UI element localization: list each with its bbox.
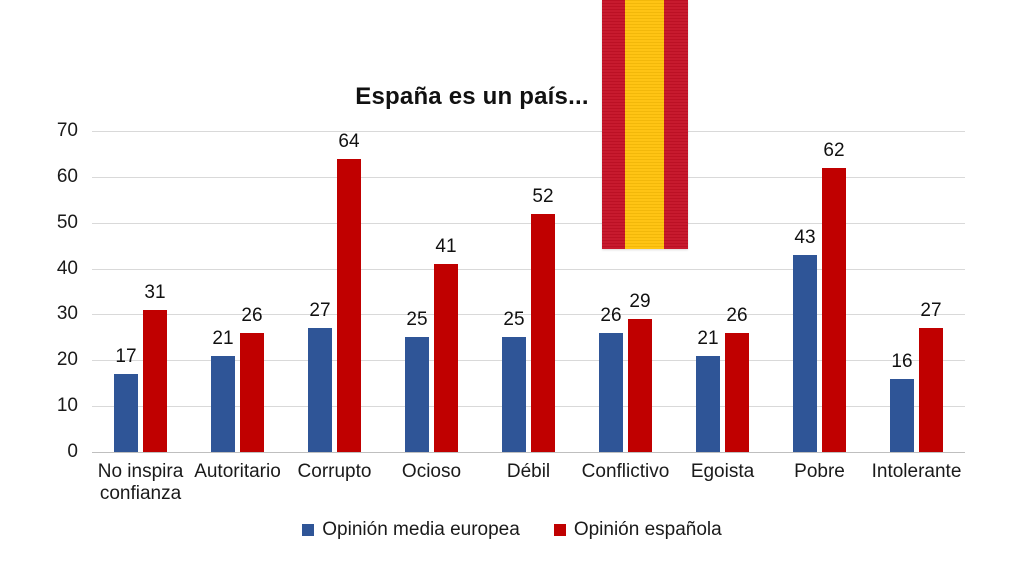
gridline — [92, 176, 965, 178]
bar-value-label: 41 — [435, 235, 457, 257]
bar — [919, 328, 943, 452]
y-axis-tick-label: 30 — [56, 303, 78, 325]
bar — [793, 254, 817, 452]
bar — [308, 328, 332, 452]
x-axis-label: No inspira confianza — [97, 461, 184, 504]
gridline — [92, 360, 965, 362]
flag-red-stripe-left — [602, 0, 626, 249]
x-axis-label: Corrupto — [297, 461, 372, 482]
x-axis-label: Autoritario — [194, 461, 281, 482]
bar — [240, 332, 264, 452]
bar — [143, 309, 167, 452]
legend-swatch-blue — [302, 524, 315, 536]
bar-value-label: 16 — [891, 350, 913, 372]
legend-swatch-red — [553, 524, 566, 536]
bar — [696, 355, 720, 452]
flag-red-stripe-right — [663, 0, 688, 249]
bar-value-label: 31 — [144, 281, 166, 303]
legend: Opinión media europea Opinión española — [0, 518, 1024, 542]
bar-value-label: 26 — [726, 304, 748, 326]
gridline — [92, 314, 965, 316]
gridline — [92, 222, 965, 224]
bar-value-label: 26 — [600, 304, 622, 326]
spain-flag-ribbon — [602, 0, 688, 249]
y-axis-tick-label: 50 — [56, 211, 78, 233]
bar — [211, 355, 235, 452]
y-axis-tick-label: 0 — [67, 441, 78, 462]
gridline — [92, 406, 965, 408]
gridline — [92, 268, 965, 270]
bar — [531, 213, 555, 452]
y-axis-tick-label: 20 — [56, 349, 78, 371]
bar-value-label: 21 — [212, 327, 234, 349]
bar-value-label: 26 — [241, 304, 263, 326]
gridline — [92, 131, 965, 132]
bar — [725, 332, 749, 452]
bar-value-label: 43 — [794, 226, 816, 248]
x-axis-label: Conflictivo — [581, 461, 670, 482]
bar-value-label: 52 — [532, 185, 554, 207]
bar — [890, 378, 914, 452]
x-axis-line — [92, 452, 965, 453]
bar — [434, 263, 458, 452]
bar-value-label: 27 — [309, 300, 331, 322]
y-axis-tick-label: 70 — [56, 120, 78, 141]
legend-item-spanish-opinion: Opinión española — [553, 518, 722, 542]
y-axis-tick-label: 40 — [56, 257, 78, 279]
y-axis-tick-label: 60 — [56, 165, 78, 187]
x-axis-label: Débil — [506, 461, 551, 482]
bar — [114, 374, 138, 452]
legend-item-european-opinion: Opinión media europea — [302, 518, 520, 542]
bar-value-label: 17 — [115, 346, 137, 368]
bar-value-label: 27 — [920, 300, 942, 322]
x-axis-label: Intolerante — [871, 461, 962, 482]
bar-value-label: 25 — [406, 309, 428, 331]
legend-label: Opinión media europea — [322, 519, 520, 540]
y-axis-tick-label: 10 — [56, 395, 78, 417]
bar — [405, 337, 429, 452]
chart-title: España es un país... — [355, 83, 589, 110]
bar — [599, 332, 623, 452]
x-axis-label: Ocioso — [401, 461, 462, 482]
flag-yellow-stripe — [625, 0, 664, 249]
bar-value-label: 62 — [823, 139, 845, 161]
bar — [822, 167, 846, 452]
bar — [502, 337, 526, 452]
bar-value-label: 29 — [629, 291, 651, 312]
bar-value-label: 21 — [697, 327, 719, 349]
bar — [628, 319, 652, 452]
legend-label: Opinión española — [573, 519, 722, 540]
x-axis-label: Pobre — [794, 461, 845, 482]
bar — [337, 158, 361, 452]
bar-value-label: 64 — [338, 130, 360, 152]
bar-value-label: 25 — [503, 309, 525, 331]
x-axis-label: Egoista — [690, 461, 755, 482]
